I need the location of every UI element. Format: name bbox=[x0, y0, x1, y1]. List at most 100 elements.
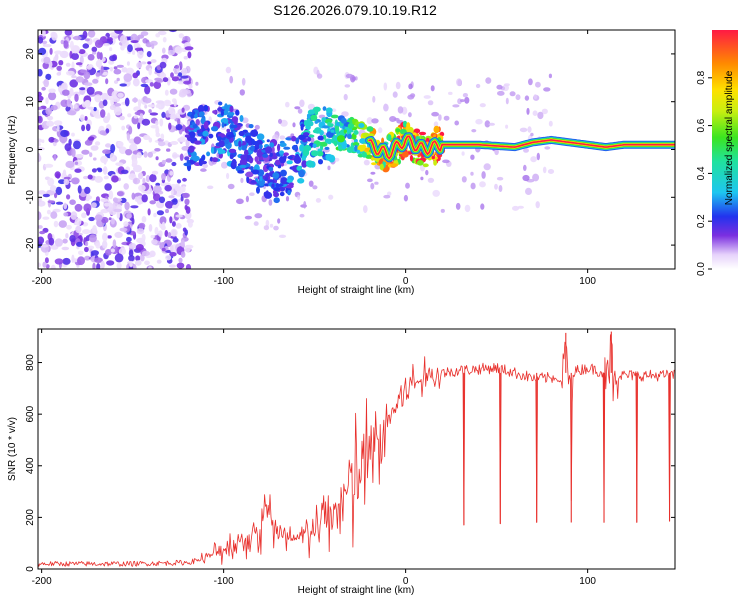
heatmap-speckle bbox=[107, 235, 112, 239]
heatmap-speckle bbox=[53, 220, 59, 228]
heatmap-speckle bbox=[171, 161, 177, 167]
heatmap-speckle bbox=[134, 47, 144, 51]
heatmap-halo bbox=[273, 225, 279, 231]
heatmap-blob bbox=[208, 133, 214, 139]
heatmap-speckle bbox=[104, 202, 110, 207]
heatmap-blob bbox=[244, 149, 249, 156]
heatmap-speckle bbox=[97, 168, 103, 173]
heatmap-speckle bbox=[38, 106, 43, 111]
heatmap-speckle bbox=[100, 65, 104, 74]
heatmap-halo bbox=[316, 73, 323, 79]
heatmap-halo bbox=[533, 94, 538, 100]
heatmap-speckle bbox=[119, 115, 125, 121]
heatmap-blob bbox=[183, 162, 192, 167]
heatmap-blob bbox=[256, 186, 260, 194]
colorbar-ticks: 0.0 0.2 0.4 0.6 0.8 bbox=[696, 70, 712, 276]
heatmap-speckle bbox=[94, 114, 102, 119]
heatmap-speckle bbox=[153, 212, 157, 218]
x-tick-label: 100 bbox=[579, 576, 596, 587]
heatmap-blob bbox=[379, 163, 384, 171]
heatmap-speckle bbox=[169, 216, 173, 224]
heatmap-speckle bbox=[134, 111, 142, 116]
heatmap-speckle bbox=[42, 216, 50, 220]
heatmap-speckle bbox=[165, 158, 173, 163]
figure-title: S126.2026.079.10.19.R12 bbox=[273, 2, 437, 18]
heatmap-speckle bbox=[63, 178, 70, 186]
heatmap-speckle bbox=[172, 154, 181, 158]
heatmap-speckle bbox=[126, 61, 130, 66]
heatmap-halo bbox=[408, 112, 412, 118]
heatmap-blob bbox=[228, 148, 237, 154]
heatmap-speckle bbox=[171, 221, 176, 227]
heatmap-halo bbox=[505, 97, 509, 105]
heatmap-speckle bbox=[176, 179, 182, 184]
heatmap-speckle bbox=[167, 232, 172, 238]
heatmap-halo bbox=[405, 182, 410, 189]
heatmap-speckle bbox=[66, 224, 72, 230]
heatmap-blob bbox=[239, 164, 248, 169]
heatmap-speckle bbox=[183, 80, 192, 85]
heatmap-speckle bbox=[128, 242, 137, 249]
heatmap-speckle bbox=[137, 34, 145, 39]
heatmap-halo bbox=[471, 129, 477, 133]
heatmap-speckle bbox=[90, 145, 99, 151]
heatmap-halo bbox=[448, 91, 453, 95]
heatmap-speckle bbox=[148, 109, 152, 114]
heatmap-speckle bbox=[121, 125, 126, 131]
heatmap-speckle bbox=[83, 175, 89, 180]
heatmap-speckle bbox=[39, 230, 46, 235]
heatmap-speckle bbox=[60, 39, 65, 45]
heatmap-speckle bbox=[154, 148, 161, 152]
heatmap-speckle bbox=[83, 71, 91, 80]
heatmap-blob bbox=[286, 160, 293, 165]
heatmap-speckle bbox=[159, 61, 167, 69]
heatmap-speckle bbox=[50, 105, 58, 111]
heatmap-blob bbox=[291, 144, 298, 151]
heatmap-halo bbox=[470, 154, 475, 160]
heatmap-speckle bbox=[92, 78, 99, 84]
heatmap-speckle bbox=[157, 30, 167, 36]
heatmap-speckle bbox=[127, 113, 132, 118]
heatmap-speckle bbox=[77, 256, 85, 266]
heatmap-speckle bbox=[71, 52, 79, 61]
heatmap-speckle bbox=[45, 97, 49, 105]
heatmap-halo bbox=[524, 95, 530, 101]
heatmap-speckle bbox=[45, 264, 50, 269]
heatmap-speckle bbox=[61, 246, 70, 251]
heatmap-speckle bbox=[38, 142, 41, 147]
heatmap-speckle bbox=[180, 239, 185, 248]
heatmap-speckle bbox=[62, 257, 71, 265]
heatmap-speckle bbox=[38, 138, 43, 143]
heatmap-speckle bbox=[86, 64, 93, 70]
heatmap-halo bbox=[407, 94, 415, 100]
heatmap-speckle bbox=[159, 118, 164, 127]
heatmap-speckle bbox=[48, 237, 55, 246]
heatmap-speckle bbox=[56, 72, 62, 76]
heatmap-blob bbox=[212, 110, 217, 114]
heatmap-speckle bbox=[109, 67, 114, 72]
heatmap-blob bbox=[220, 110, 224, 116]
heatmap-speckle bbox=[170, 141, 179, 145]
heatmap-blob bbox=[296, 165, 302, 171]
heatmap-speckle bbox=[184, 156, 190, 161]
heatmap-blob bbox=[291, 165, 297, 172]
heatmap-speckle bbox=[85, 197, 90, 202]
heatmap-blob bbox=[321, 117, 327, 122]
heatmap-halo bbox=[345, 73, 354, 79]
heatmap-blob bbox=[325, 107, 333, 113]
heatmap-halo bbox=[343, 93, 348, 101]
y-tick-label: 10 bbox=[25, 96, 36, 108]
heatmap-speckle bbox=[185, 264, 192, 269]
heatmap-speckle bbox=[155, 132, 161, 138]
heatmap-halo bbox=[512, 205, 519, 211]
heatmap-speckle bbox=[92, 262, 96, 269]
heatmap-speckle bbox=[129, 260, 133, 268]
heatmap-halo bbox=[392, 91, 398, 98]
heatmap-speckle bbox=[148, 266, 152, 269]
heatmap-speckle bbox=[182, 177, 187, 182]
heatmap-blob bbox=[422, 163, 429, 168]
heatmap-blob bbox=[217, 136, 222, 142]
heatmap-halo bbox=[527, 126, 532, 133]
heatmap-speckle bbox=[184, 204, 188, 211]
heatmap-blob bbox=[248, 157, 254, 164]
